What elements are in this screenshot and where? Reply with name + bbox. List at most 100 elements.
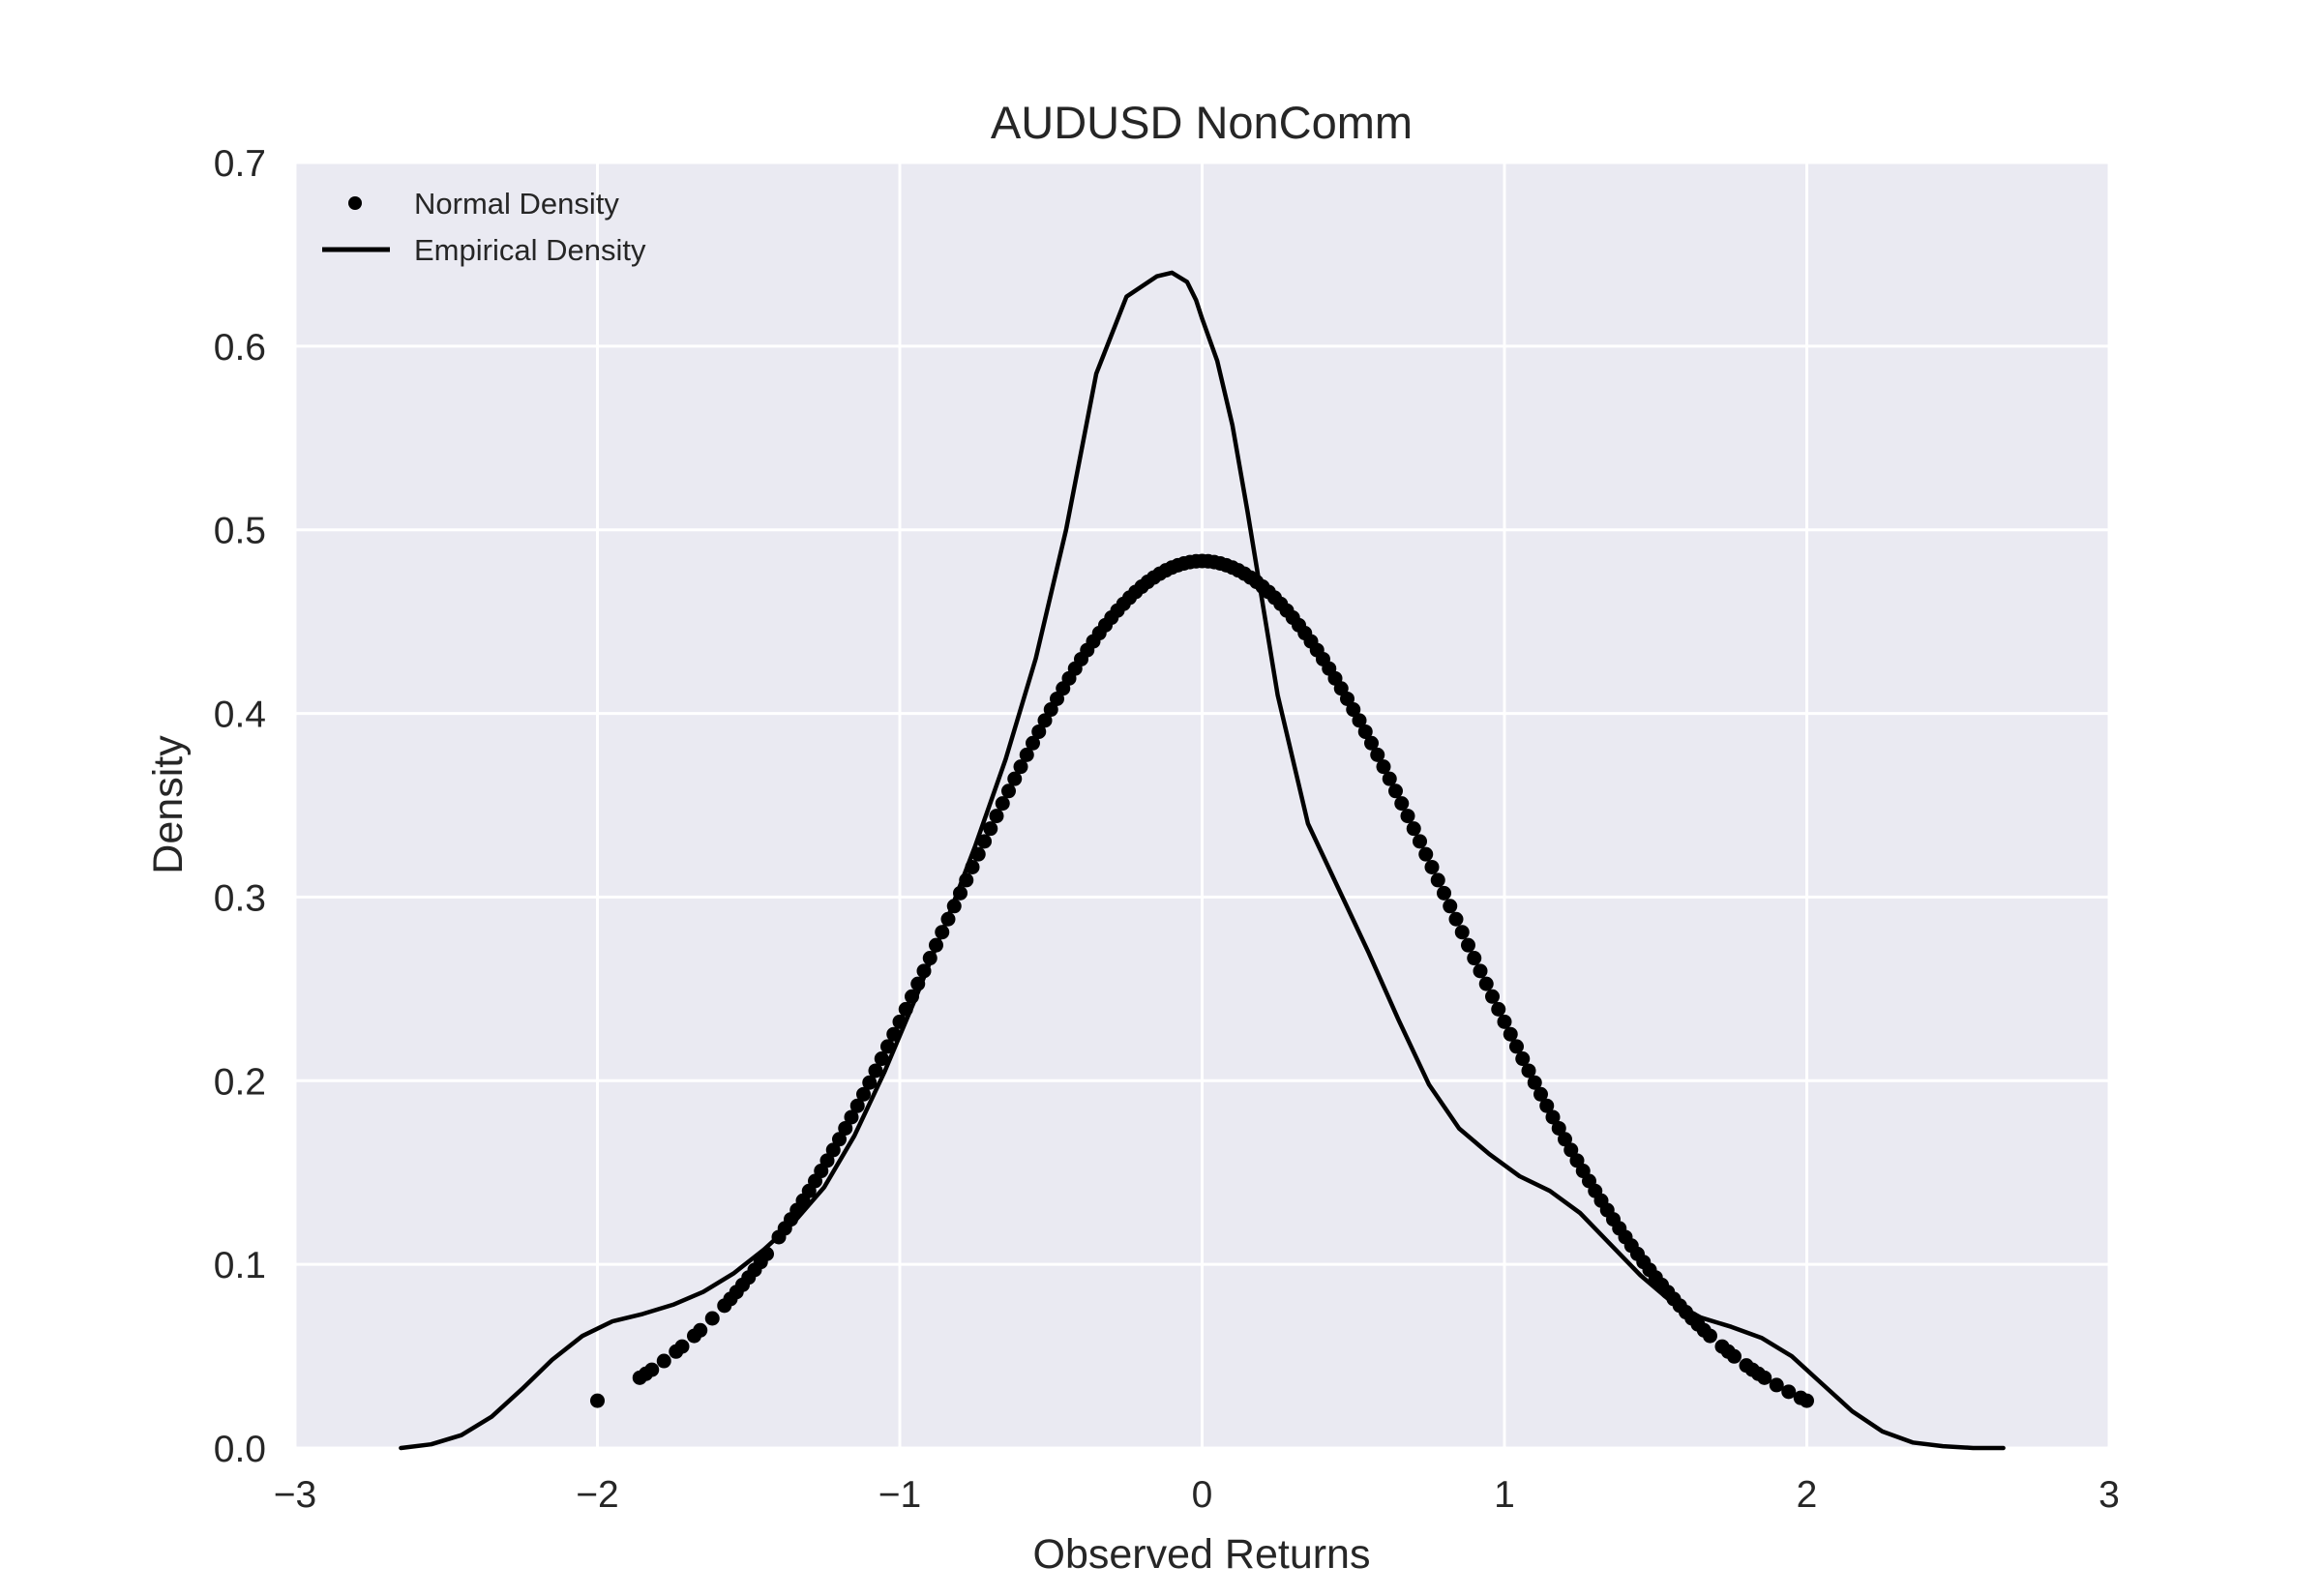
normal-density-point [1800, 1393, 1814, 1408]
normal-density-point [1491, 1001, 1506, 1017]
normal-density-point [1558, 1132, 1572, 1147]
normal-density-point [1757, 1370, 1772, 1385]
normal-density-point [693, 1322, 708, 1338]
normal-density-point [832, 1132, 847, 1147]
normal-density-point [1533, 1086, 1548, 1102]
normal-density-point [1473, 963, 1488, 979]
y-tick-label: 0.0 [214, 1429, 266, 1470]
normal-density-point [1031, 724, 1047, 739]
normal-density-point [1443, 899, 1458, 914]
normal-density-point [1424, 859, 1440, 874]
y-tick-label: 0.5 [214, 511, 266, 552]
normal-density-point [1545, 1109, 1561, 1125]
normal-density-point [880, 1039, 895, 1054]
normal-density-point [656, 1353, 671, 1369]
normal-density-point [1413, 834, 1427, 849]
y-tick-label: 0.7 [214, 143, 266, 185]
normal-density-point [1503, 1026, 1518, 1042]
series-normal-density [590, 553, 1814, 1408]
normal-density-point [1388, 783, 1403, 799]
normal-density-point [1406, 821, 1421, 837]
normal-density-point [1497, 1014, 1512, 1029]
x-tick-label: −2 [576, 1474, 618, 1516]
normal-density-point [1437, 885, 1451, 901]
normal-density-point [983, 821, 998, 837]
normal-density-point [1019, 747, 1034, 762]
normal-density-point [1563, 1142, 1579, 1158]
normal-density-point [1430, 872, 1445, 888]
normal-density-point [704, 1311, 720, 1326]
x-tick-label: 2 [1797, 1474, 1818, 1516]
x-tick-label: 0 [1192, 1474, 1213, 1516]
normal-density-point [1357, 724, 1373, 739]
normal-density-point [989, 809, 1004, 824]
normal-density-point [1400, 809, 1415, 824]
normal-density-point [1478, 976, 1494, 991]
normal-density-point [995, 796, 1010, 812]
normal-density-point [1727, 1348, 1742, 1364]
normal-density-point [1007, 771, 1023, 786]
chart-title: AUDUSD NonComm [991, 97, 1413, 148]
normal-density-point [1448, 911, 1464, 927]
y-tick-label: 0.4 [214, 695, 266, 736]
normal-density-point [1364, 735, 1379, 751]
normal-density-point [862, 1075, 878, 1090]
normal-density-point [874, 1051, 889, 1067]
legend-label-empirical-density: Empirical Density [414, 233, 646, 267]
legend-marker-normal-density [348, 196, 362, 210]
normal-density-point [1515, 1051, 1531, 1067]
normal-density-point [1382, 771, 1397, 786]
normal-density-point [1418, 846, 1434, 862]
normal-density-point [1026, 735, 1040, 751]
normal-density-point [1703, 1328, 1717, 1344]
gridlines [293, 161, 2111, 1450]
normal-density-point [838, 1120, 853, 1136]
normal-density-point [1781, 1384, 1797, 1400]
y-tick-label: 0.6 [214, 327, 266, 369]
normal-density-point [1521, 1063, 1536, 1079]
legend: Normal Density Empirical Density [322, 187, 646, 267]
normal-density-point [674, 1339, 690, 1354]
normal-density-point [1043, 702, 1058, 718]
normal-density-point [1454, 925, 1470, 940]
normal-density-point [1467, 951, 1482, 966]
series-empirical-density [399, 270, 2006, 1451]
normal-density-point [590, 1393, 605, 1408]
normal-density-point [1485, 989, 1500, 1004]
normal-density-point [1352, 713, 1367, 728]
normal-density-point [825, 1142, 841, 1158]
x-axis-label: Observed Returns [1033, 1531, 1371, 1578]
normal-density-point [1001, 783, 1016, 799]
normal-density-point [977, 834, 992, 849]
normal-density-point [1539, 1098, 1555, 1113]
y-tick-label: 0.1 [214, 1245, 266, 1286]
x-tick-label: 1 [1494, 1474, 1515, 1516]
normal-density-point [1013, 759, 1028, 775]
normal-density-point [1461, 937, 1475, 953]
x-tick-label: 3 [2099, 1474, 2120, 1516]
normal-density-point [1037, 713, 1053, 728]
x-axis-ticks: −3 −2 −1 0 1 2 3 [274, 1474, 2120, 1516]
normal-density-point [819, 1153, 835, 1168]
x-tick-label: −1 [878, 1474, 921, 1516]
normal-density-point [644, 1362, 660, 1377]
normal-density-point [849, 1098, 865, 1113]
normal-density-point [1509, 1039, 1524, 1054]
legend-label-normal-density: Normal Density [414, 187, 619, 221]
y-tick-label: 0.2 [214, 1061, 266, 1103]
normal-density-point [1769, 1377, 1784, 1393]
normal-density-point [1370, 747, 1385, 762]
normal-density-point [1346, 702, 1361, 718]
y-axis-label: Density [145, 735, 192, 874]
normal-density-point [844, 1109, 859, 1125]
normal-density-point [1340, 691, 1354, 706]
normal-density-point [1527, 1075, 1542, 1090]
y-tick-label: 0.3 [214, 877, 266, 919]
normal-density-point [1376, 759, 1391, 775]
x-tick-label: −3 [274, 1474, 316, 1516]
normal-density-point [1394, 796, 1410, 812]
normal-density-point [856, 1086, 871, 1102]
normal-density-point [868, 1063, 883, 1079]
normal-density-point [1551, 1120, 1566, 1136]
